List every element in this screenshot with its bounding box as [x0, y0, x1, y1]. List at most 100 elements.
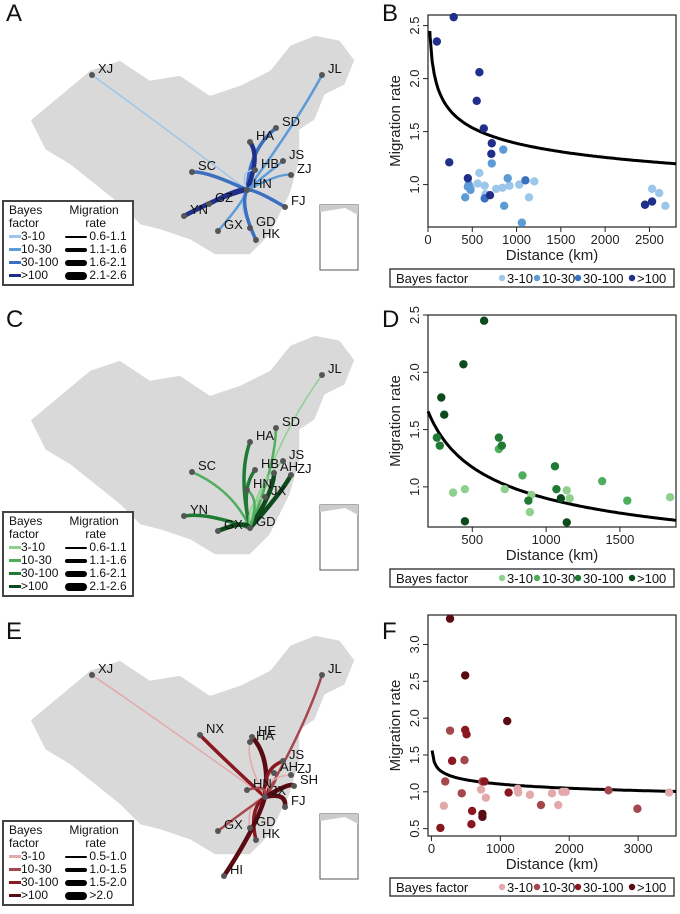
migration-route [248, 741, 266, 798]
location-label: SC [198, 158, 216, 173]
legend-bayes-title: Bayes [9, 203, 43, 217]
fit-curve [428, 30, 677, 166]
data-point-10-30 [623, 496, 632, 505]
location-marker [262, 794, 268, 800]
location-marker [252, 467, 258, 473]
location-marker [189, 469, 195, 475]
data-point-10-30 [457, 789, 466, 798]
legend-title: Bayes factor [396, 880, 469, 895]
plot-legend: Bayes factor 3-10 10-30 30-100 >100 [389, 568, 675, 588]
y-tick-label: 1.0 [407, 783, 422, 801]
legend-rate-item: >2.0 [59, 889, 127, 902]
location-marker [215, 528, 221, 534]
data-point-30-100 [550, 462, 560, 471]
location-label: GZ [215, 190, 233, 205]
y-tick-label: 2.0 [407, 709, 422, 727]
location-label: HA [256, 728, 274, 743]
data-point-10-30 [487, 159, 496, 168]
data-point-3-10 [476, 785, 486, 794]
legend-bayes-item: 3-10 [8, 541, 59, 554]
data-point-10-30 [499, 145, 508, 154]
data-point-3-10 [475, 168, 484, 178]
location-label: HK [262, 226, 280, 241]
x-tick-label: 0 [424, 232, 431, 247]
legend-bayes-title: Bayes [9, 514, 43, 528]
x-tick-label: 1000 [532, 532, 561, 547]
location-label: SH [300, 772, 318, 787]
fit-curve [430, 750, 677, 793]
legend-label: 30-100 [583, 271, 623, 286]
location-marker [247, 739, 253, 745]
data-point-3-10 [505, 181, 514, 190]
data-point-30-100 [494, 433, 504, 442]
map-panel-e: XJ JL NX HE HA AH JS SH ZJ HN JX FJ GD GX HK HI Bayes Mi… [0, 600, 360, 909]
location-marker [319, 672, 325, 678]
legend-dot [574, 574, 582, 582]
data-point-10-30 [499, 201, 509, 210]
data-point-gt100 [449, 12, 458, 22]
data-point-gt100 [463, 174, 473, 183]
inset-land [320, 505, 358, 515]
legend-title: Bayes factor [396, 271, 469, 286]
migration-route [249, 374, 323, 529]
fit-curve [426, 410, 677, 522]
legend-dot [574, 274, 582, 282]
panel-letter-a: A [6, 0, 23, 27]
legend-dot [533, 883, 541, 891]
inset-land [320, 814, 358, 824]
plot-legend: Bayes factor 3-10 10-30 30-100 >100 [389, 268, 675, 288]
data-point-gt100 [459, 360, 468, 369]
y-axis-label: Migration rate [387, 680, 404, 772]
x-tick-label: 2500 [635, 232, 664, 247]
location-marker [247, 825, 253, 831]
data-point-3-10 [664, 788, 674, 797]
data-point-gt100 [472, 96, 481, 106]
x-tick-label: 500 [461, 532, 483, 547]
x-tick-label: 2000 [555, 841, 584, 856]
data-point-gt100 [445, 614, 455, 623]
map-panel-c: JL SD HA AH JS SC HB ZJ JX HN YN GX GD Bayes Migratio… [0, 300, 360, 600]
location-label: GD [256, 814, 276, 829]
legend-label: 10-30 [542, 271, 575, 286]
legend-dot [498, 274, 506, 282]
location-marker [262, 494, 268, 500]
data-point-gt100 [485, 191, 495, 200]
location-label: JS [289, 147, 305, 162]
data-point-3-10 [661, 201, 670, 210]
y-tick-label: 1.5 [407, 746, 422, 764]
data-point-30-100 [467, 806, 477, 816]
x-tick-label: 1000 [502, 232, 531, 247]
data-point-30-100 [552, 484, 561, 494]
location-label: GX [224, 217, 243, 232]
legend-rate-item: 1.5-2.0 [59, 876, 127, 889]
south-china-sea-inset [319, 813, 359, 880]
panel-letter-b: B [382, 0, 399, 27]
migration-route [91, 674, 266, 798]
data-point-30-100 [467, 820, 476, 829]
location-marker [280, 158, 286, 164]
data-point-30-100 [436, 823, 445, 833]
x-tick-label: 2000 [591, 232, 620, 247]
location-label: ZJ [297, 761, 311, 776]
legend-bayes-item: 10-30 [8, 863, 59, 876]
scatter-panel-b: 0 500 1000 1500 2000 2500 1.0 1.5 2.0 2.5 Distance… [380, 0, 680, 300]
location-marker [247, 139, 253, 145]
south-china-sea-inset [319, 504, 359, 571]
data-point-3-10 [647, 184, 657, 194]
legend-rate-title: rate [85, 836, 107, 850]
location-marker [215, 828, 221, 834]
legend-label: 30-100 [583, 571, 623, 586]
location-marker [319, 372, 325, 378]
legend-dot [574, 883, 582, 891]
location-marker [181, 513, 187, 519]
migration-route [249, 460, 284, 529]
data-point-gt100 [479, 316, 489, 325]
migration-route [182, 187, 248, 218]
data-point-3-10 [473, 179, 482, 188]
data-point-gt100 [475, 68, 484, 77]
data-point-10-30 [503, 174, 512, 183]
location-marker [280, 458, 286, 464]
legend-bayes-title: factor [9, 527, 40, 541]
legend-dot [628, 274, 636, 282]
